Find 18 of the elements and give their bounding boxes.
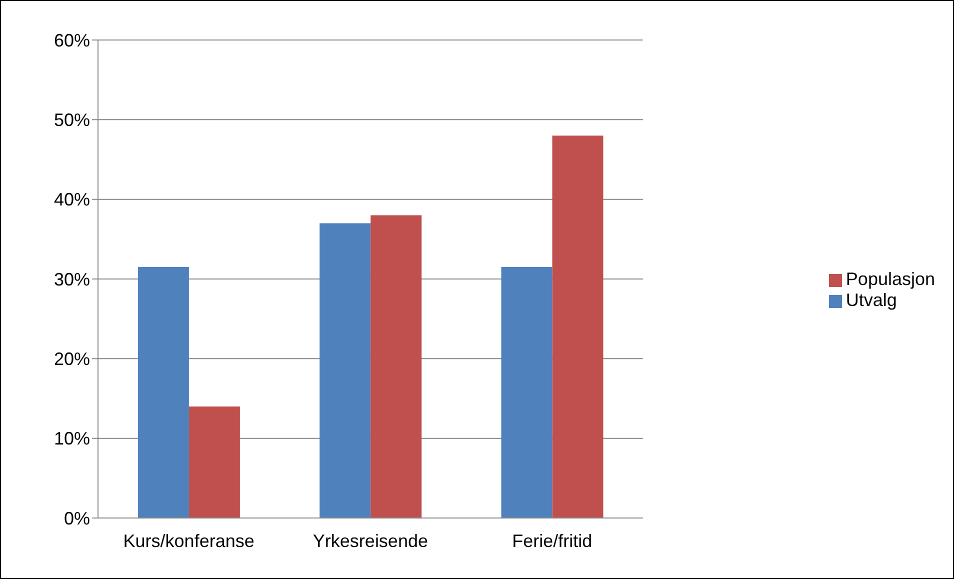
bar [188,406,240,518]
x-tick-label: Yrkesreisende [312,530,428,551]
y-tick-label: 50% [54,110,90,130]
legend-label: Utvalg [846,290,897,310]
x-tick-label: Kurs/konferanse [123,530,254,551]
y-tick-label: 60% [54,30,90,50]
bar [138,267,189,518]
x-tick-label: Ferie/fritid [512,530,592,551]
bar [370,215,422,518]
y-tick-label: 0% [64,508,90,528]
y-tick-label: 20% [54,349,90,370]
y-tick-label: 30% [54,269,90,290]
bar [320,223,371,518]
legend-label: Populasjon [846,268,935,288]
bar [501,267,552,518]
bar [552,136,604,518]
y-tick-label: 40% [54,190,90,210]
y-tick-label: 10% [54,428,90,449]
